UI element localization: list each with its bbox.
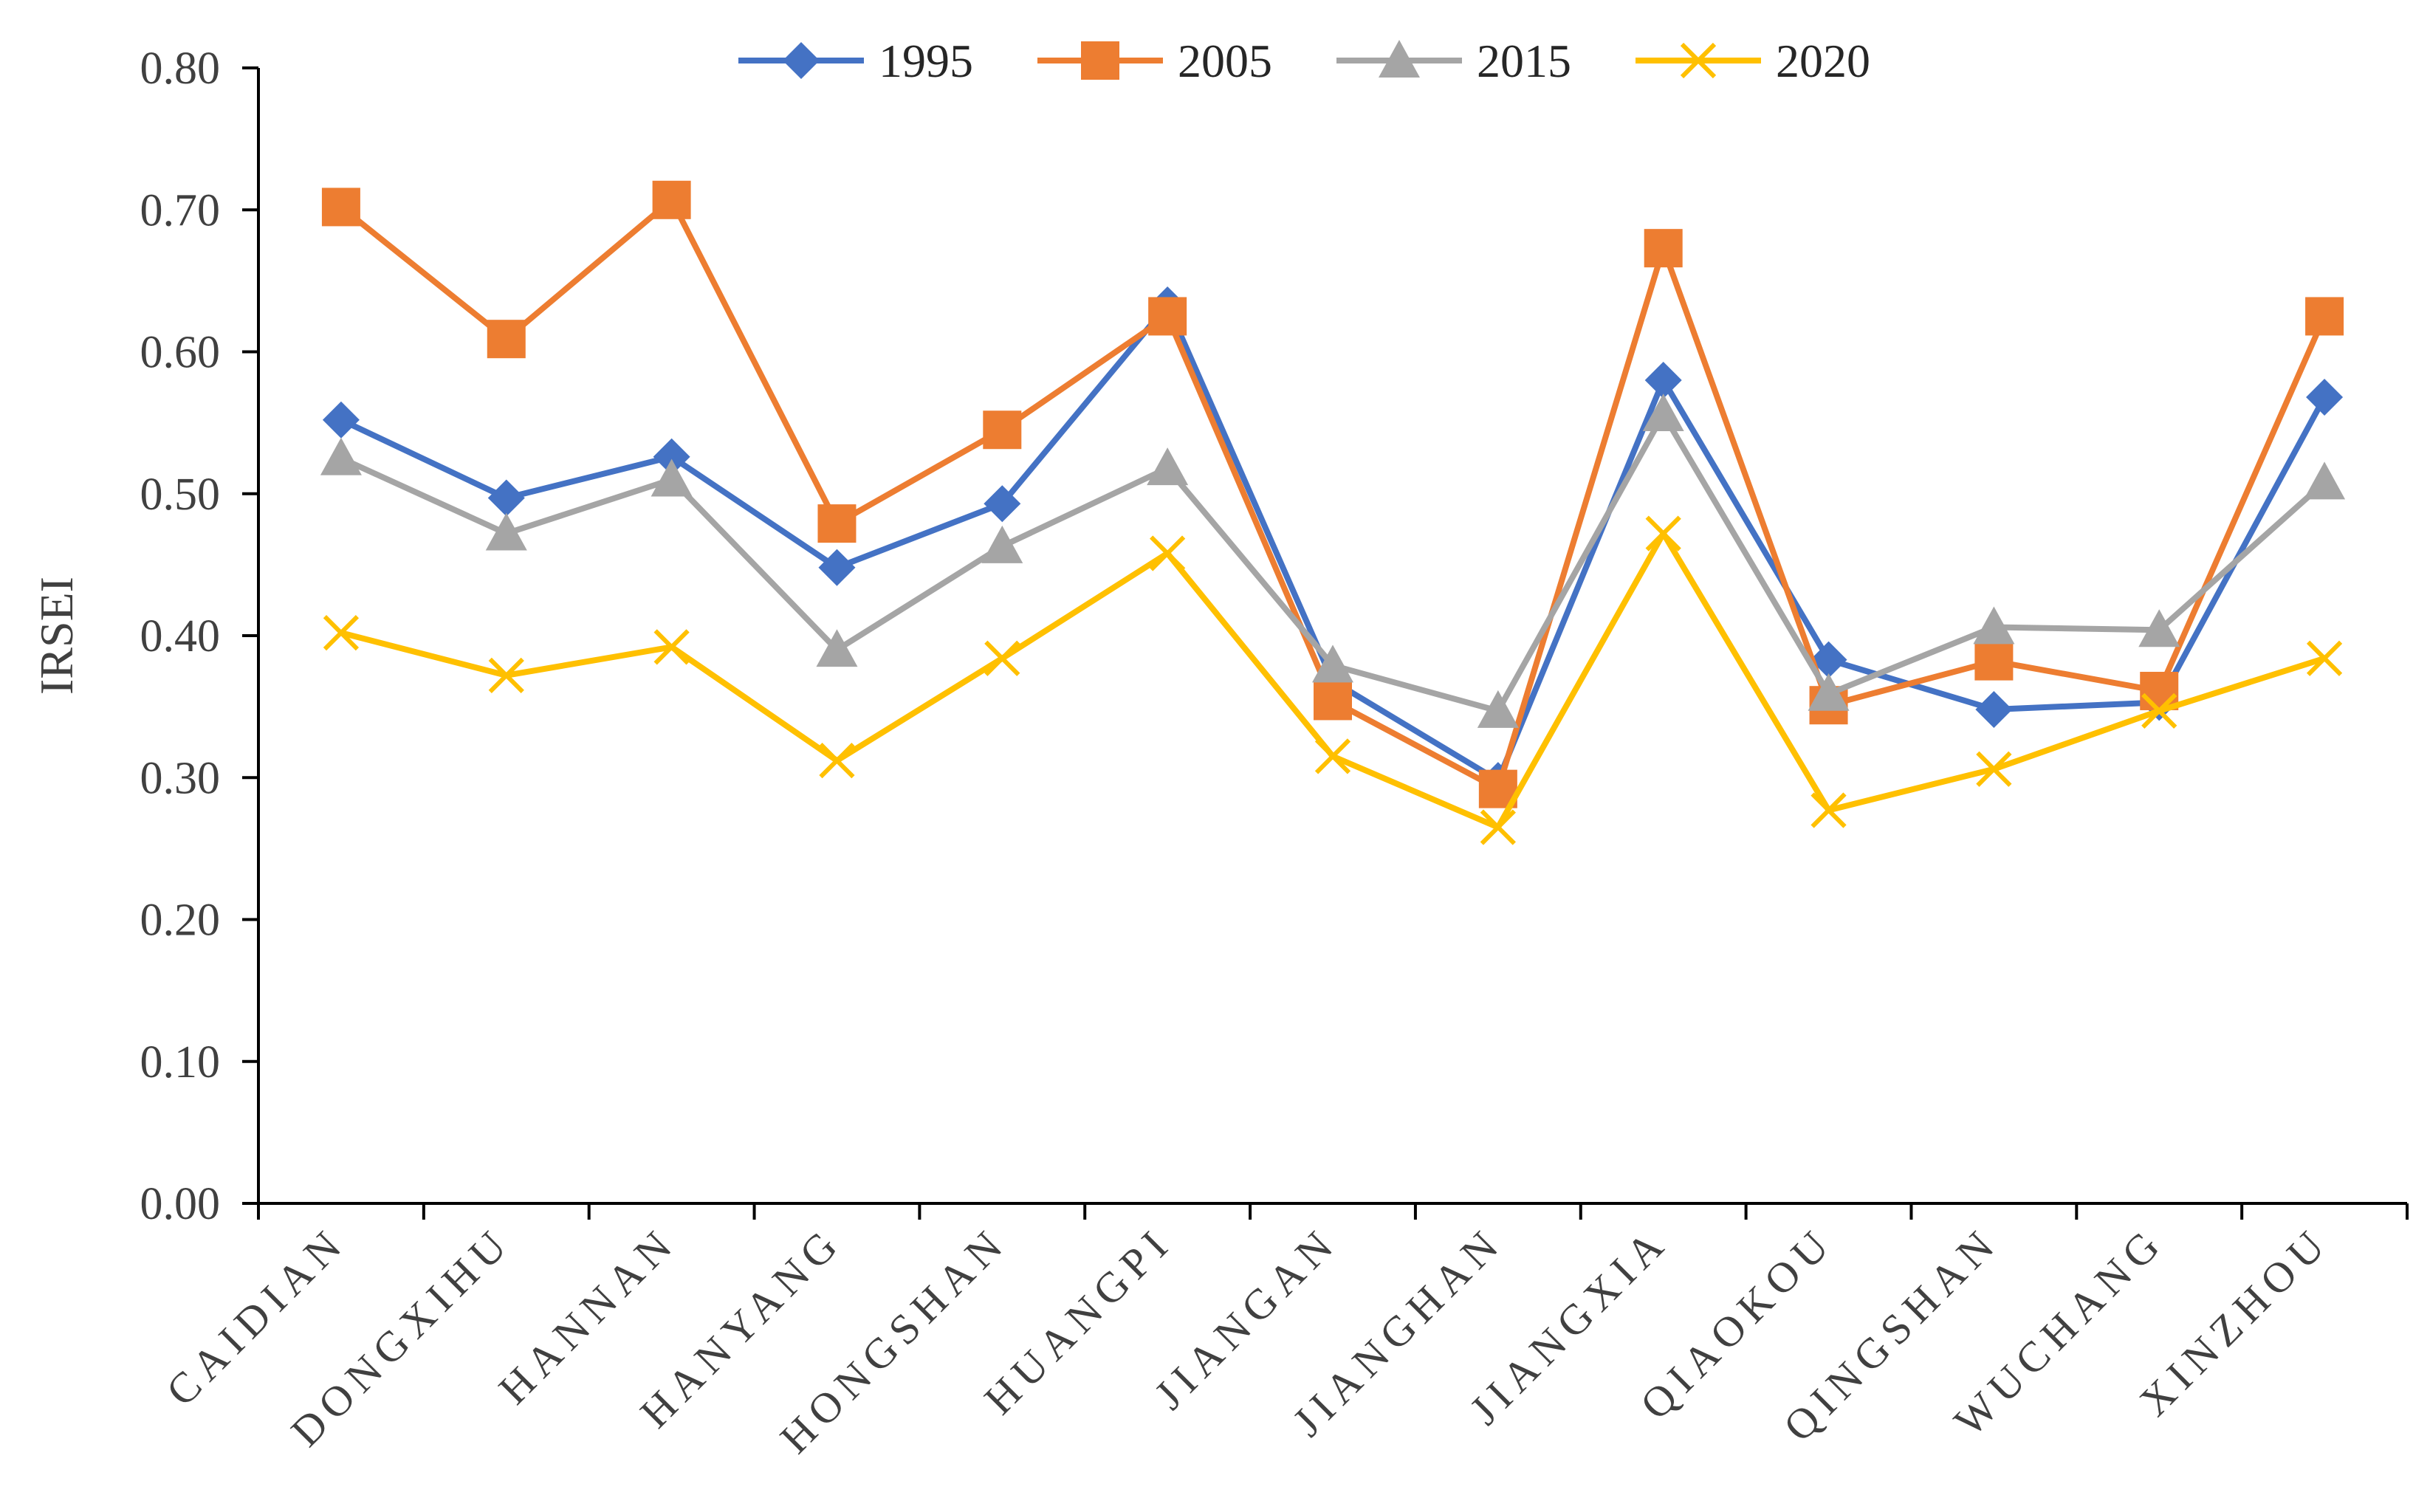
- legend-item-1995: 1995: [738, 35, 973, 87]
- marker-stroke: [2306, 640, 2343, 676]
- data-point-2005: [1148, 297, 1187, 336]
- series-2015: [320, 394, 2346, 728]
- data-point-2020: [323, 615, 360, 651]
- marker-stroke: [488, 657, 524, 693]
- data-point-1995: [818, 549, 856, 586]
- data-point-2015: [485, 512, 527, 551]
- marker-stroke: [1976, 751, 2012, 787]
- data-point-1995: [1644, 361, 1682, 399]
- legend-marker: [1379, 40, 1420, 78]
- data-point-2020: [1811, 792, 1847, 828]
- legend-label: 2020: [1776, 35, 1870, 87]
- y-tick-label: 0.00: [140, 1179, 221, 1229]
- legend-label: 1995: [879, 35, 973, 87]
- data-point-2020: [1976, 751, 2012, 787]
- data-point-2020: [1480, 809, 1516, 845]
- data-point-2015: [1808, 673, 1850, 711]
- data-point-1995: [1975, 690, 2013, 728]
- marker-stroke: [1680, 42, 1717, 79]
- legend-label: 2015: [1477, 35, 1571, 87]
- marker-stroke: [1314, 738, 1351, 774]
- data-point-1995: [322, 401, 360, 439]
- data-point-2020: [1150, 535, 1186, 571]
- series-layer: [320, 180, 2346, 845]
- data-point-2005: [2305, 297, 2344, 336]
- data-point-2015: [320, 437, 362, 475]
- marker-stroke: [1811, 792, 1847, 828]
- data-point-2020: [2306, 640, 2343, 676]
- data-point-2005: [1644, 229, 1683, 268]
- data-point-1995: [1810, 641, 1847, 678]
- data-point-2020: [984, 640, 1020, 676]
- data-point-2020: [2141, 693, 2177, 729]
- data-point-2015: [816, 629, 858, 667]
- data-point-2020: [1314, 738, 1351, 774]
- marker-stroke: [819, 743, 855, 779]
- y-tick-label: 0.10: [140, 1037, 221, 1087]
- data-point-2015: [1147, 447, 1189, 486]
- marker-stroke: [653, 629, 690, 665]
- data-point-2015: [981, 525, 1023, 563]
- y-tick-label: 0.80: [140, 44, 221, 94]
- data-point-1995: [2306, 379, 2344, 416]
- y-tick-label: 0.20: [140, 896, 221, 946]
- data-point-2015: [2138, 609, 2180, 647]
- marker-stroke: [1150, 535, 1186, 571]
- data-point-2020: [819, 743, 855, 779]
- y-tick-label: 0.30: [140, 753, 221, 803]
- legend: 1995 2005 2015 2020: [738, 35, 1870, 87]
- legend-marker: [1680, 42, 1717, 79]
- data-point-2020: [1645, 515, 1681, 551]
- marker-stroke: [984, 640, 1020, 676]
- legend-item-2015: 2015: [1336, 35, 1571, 87]
- marker-stroke: [323, 615, 360, 651]
- data-point-2005: [652, 180, 691, 219]
- data-point-2015: [1973, 606, 2015, 645]
- marker-stroke: [1480, 809, 1516, 845]
- y-tick-label: 0.40: [140, 611, 221, 662]
- series-2005: [321, 180, 2344, 808]
- marker-stroke: [1645, 515, 1681, 551]
- data-point-2015: [1312, 645, 1353, 683]
- data-point-2005: [817, 504, 857, 543]
- data-point-1995: [653, 438, 690, 475]
- series-2020: [323, 515, 2343, 845]
- legend-marker: [783, 42, 820, 79]
- legend-label: 2005: [1178, 35, 1272, 87]
- y-axis-title: IRSEI: [30, 577, 83, 695]
- legend-marker: [1081, 41, 1119, 80]
- data-point-2005: [1974, 642, 2014, 681]
- data-point-2015: [1477, 690, 1519, 728]
- data-point-2015: [651, 458, 693, 497]
- axes: 0.000.100.200.300.400.500.600.700.80CAID…: [140, 44, 2409, 1463]
- legend-item-2005: 2005: [1037, 35, 1272, 87]
- series-1995: [322, 286, 2344, 800]
- data-point-2015: [1642, 394, 1684, 432]
- data-point-1995: [487, 479, 525, 517]
- data-point-2015: [2304, 461, 2346, 500]
- data-point-2005: [983, 410, 1022, 450]
- data-point-2005: [321, 188, 360, 227]
- data-point-2020: [653, 629, 690, 665]
- y-tick-label: 0.50: [140, 470, 221, 520]
- y-tick-label: 0.60: [140, 328, 221, 378]
- data-point-2020: [488, 657, 524, 693]
- legend-item-2020: 2020: [1636, 35, 1870, 87]
- data-point-2005: [487, 320, 526, 359]
- data-point-1995: [984, 485, 1021, 523]
- y-tick-label: 0.70: [140, 185, 221, 236]
- data-point-2005: [1314, 681, 1352, 721]
- marker-stroke: [2141, 693, 2177, 729]
